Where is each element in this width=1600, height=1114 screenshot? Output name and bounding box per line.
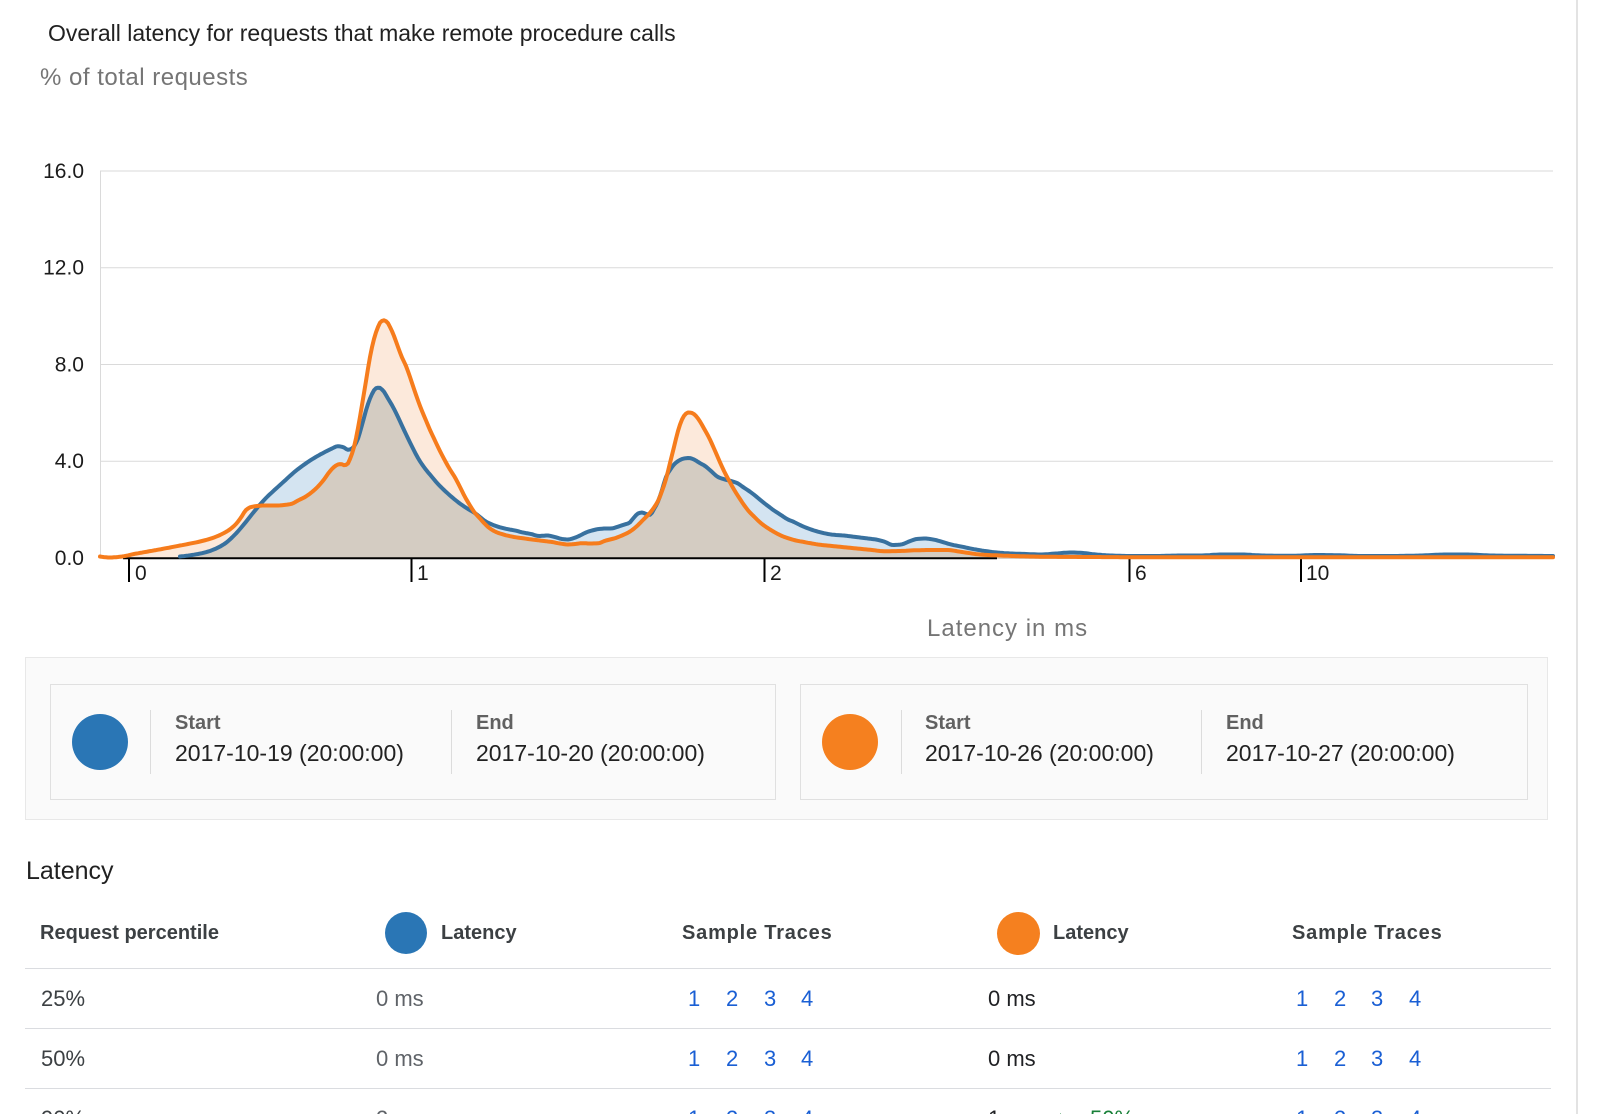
svg-text:2: 2 [770, 562, 782, 585]
svg-text:12.0: 12.0 [43, 257, 84, 280]
svg-text:8.0: 8.0 [55, 354, 84, 377]
svg-text:0: 0 [135, 562, 147, 585]
svg-text:1: 1 [417, 562, 429, 585]
svg-text:0.0: 0.0 [55, 547, 84, 570]
svg-text:10: 10 [1306, 562, 1329, 585]
svg-text:4.0: 4.0 [55, 450, 84, 473]
svg-text:16.0: 16.0 [43, 160, 84, 183]
svg-text:6: 6 [1135, 562, 1147, 585]
